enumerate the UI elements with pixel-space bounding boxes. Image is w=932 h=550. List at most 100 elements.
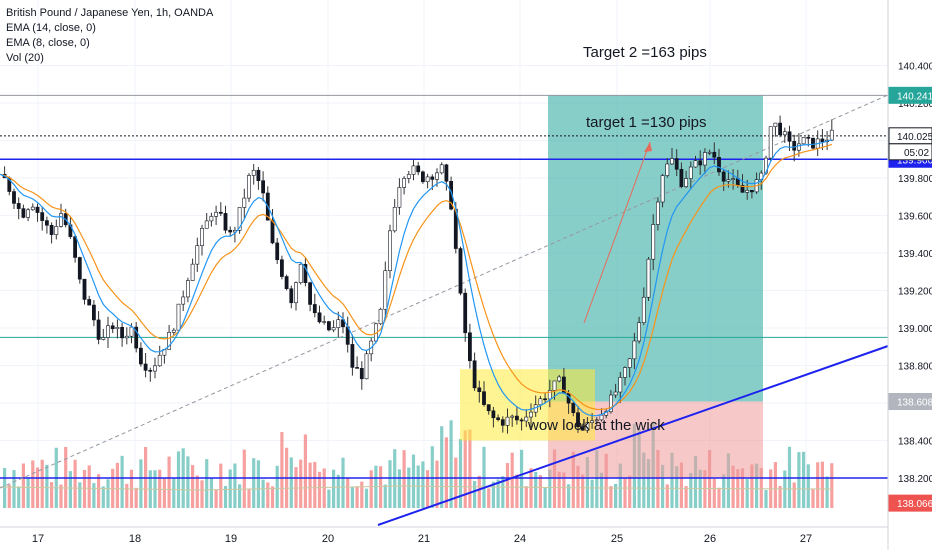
- candle-body: [651, 224, 656, 260]
- volume-bar: [548, 469, 552, 508]
- candle-body: [26, 209, 31, 218]
- volume-bar: [820, 461, 824, 508]
- volume-bar: [614, 483, 618, 508]
- volume-bar: [120, 455, 124, 508]
- volume-bar: [397, 469, 401, 508]
- volume-bar: [407, 467, 411, 508]
- volume-bar: [317, 471, 322, 508]
- candle-body: [435, 172, 439, 180]
- candle-body: [420, 171, 425, 183]
- price-tick-label: 140.200: [898, 99, 932, 110]
- volume-bar: [759, 467, 763, 508]
- candle-body: [571, 402, 576, 413]
- volume-bar: [665, 484, 669, 508]
- volume-bar: [256, 460, 260, 508]
- candle-body: [247, 175, 251, 199]
- candle-body: [289, 288, 294, 304]
- volume-bar: [529, 468, 533, 508]
- candle-body: [712, 151, 717, 158]
- candle-body: [608, 394, 613, 412]
- candle-body: [749, 190, 754, 193]
- legend-vol[interactable]: Vol (20): [6, 52, 44, 64]
- volume-bar: [205, 459, 209, 508]
- countdown-box: [888, 143, 932, 161]
- candle-body: [237, 207, 242, 231]
- candle-body: [322, 321, 327, 323]
- volume-bar: [473, 480, 477, 508]
- candle-body: [190, 263, 195, 281]
- candle-body: [331, 327, 336, 331]
- volume-bar: [233, 463, 237, 508]
- volume-bar: [275, 465, 279, 508]
- candle-body: [829, 129, 834, 141]
- volume-bar: [543, 487, 547, 508]
- candle-body: [383, 270, 388, 310]
- candle-body: [378, 308, 383, 325]
- volume-bar: [97, 474, 101, 508]
- candle-body: [655, 201, 660, 225]
- candle-body: [317, 312, 322, 323]
- candle-body: [773, 122, 778, 128]
- volume-bar: [825, 476, 829, 508]
- candle-body: [134, 326, 139, 349]
- candle-body: [139, 347, 143, 365]
- candle-body: [181, 296, 186, 305]
- price-label-box: [888, 86, 932, 104]
- candle-body: [251, 169, 256, 176]
- candle-body: [641, 296, 646, 323]
- volume-bar: [176, 451, 181, 508]
- volume-bar: [299, 459, 303, 508]
- volume-bar: [369, 470, 373, 508]
- candle-body: [496, 417, 501, 420]
- volume-bar: [379, 466, 383, 508]
- candle-body: [778, 122, 783, 136]
- volume-bar: [505, 463, 510, 508]
- candle-body: [707, 151, 712, 154]
- volume-bar: [21, 463, 25, 508]
- volume-bar: [496, 479, 500, 508]
- candle-body: [444, 164, 449, 182]
- target-zone: [548, 95, 763, 402]
- volume-bar: [449, 420, 453, 508]
- volume-ma-line: [0, 485, 833, 491]
- volume-bar: [797, 452, 801, 508]
- legend-ema8[interactable]: EMA (8, close, 0): [6, 37, 90, 49]
- legend-ema14[interactable]: EMA (14, close, 0): [6, 22, 96, 34]
- candle-body: [439, 164, 444, 174]
- candle-body: [157, 354, 162, 367]
- candle-body: [35, 206, 40, 213]
- volume-bar: [491, 481, 495, 508]
- volume-bar: [219, 463, 223, 508]
- volume-bar: [755, 463, 759, 508]
- candle-body: [745, 190, 750, 193]
- volume-bar: [31, 460, 35, 508]
- candle-body: [364, 353, 369, 380]
- volume-bar: [830, 463, 834, 508]
- volume-bar: [642, 452, 646, 508]
- legend-symbol[interactable]: British Pound / Japanese Yen, 1h, OANDA: [6, 7, 214, 19]
- candle-body: [585, 422, 590, 431]
- candle-body: [270, 219, 275, 244]
- volume-bar: [350, 486, 354, 508]
- volume-bar: [670, 452, 674, 508]
- volume-bar: [228, 469, 232, 508]
- candle-body: [16, 203, 21, 209]
- volume-bar: [87, 465, 91, 508]
- volume-bar: [590, 479, 594, 508]
- volume-bar: [50, 482, 54, 508]
- volume-bar: [346, 477, 350, 508]
- volume-bar: [162, 478, 166, 508]
- candle-body: [543, 398, 548, 401]
- candle-body: [627, 358, 632, 368]
- candle-body: [576, 412, 580, 428]
- price-tick-label: 139.800: [898, 174, 932, 185]
- volume-bar: [712, 478, 716, 508]
- candle-body: [674, 158, 679, 170]
- volume-bar: [524, 486, 528, 508]
- time-tick-label: 19: [225, 533, 237, 545]
- trendline-support: [377, 345, 889, 526]
- volume-bar: [708, 450, 712, 508]
- volume-bar: [12, 470, 16, 508]
